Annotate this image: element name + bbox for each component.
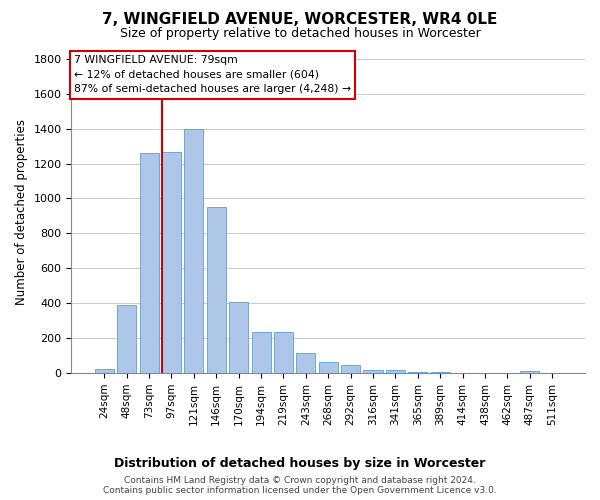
Bar (95, 369, 114, 373)
Bar (184, 130, 203, 373)
Bar (408, 372, 427, 373)
Y-axis label: Number of detached properties: Number of detached properties (15, 118, 28, 304)
Bar (386, 370, 405, 373)
Text: Distribution of detached houses by size in Worcester: Distribution of detached houses by size … (115, 458, 485, 470)
Text: Contains HM Land Registry data © Crown copyright and database right 2024.
Contai: Contains HM Land Registry data © Crown c… (103, 476, 497, 495)
Bar (274, 332, 293, 373)
Text: 7, WINGFIELD AVENUE, WORCESTER, WR4 0LE: 7, WINGFIELD AVENUE, WORCESTER, WR4 0LE (103, 12, 497, 28)
Bar (520, 370, 539, 373)
Bar (229, 302, 248, 373)
Bar (319, 362, 338, 373)
Text: 7 WINGFIELD AVENUE: 79sqm
← 12% of detached houses are smaller (604)
87% of semi: 7 WINGFIELD AVENUE: 79sqm ← 12% of detac… (74, 55, 351, 94)
Bar (296, 353, 316, 373)
Bar (140, 153, 158, 373)
Bar (431, 372, 449, 373)
Bar (251, 332, 271, 373)
Bar (364, 370, 383, 373)
Text: Size of property relative to detached houses in Worcester: Size of property relative to detached ho… (119, 28, 481, 40)
Bar (162, 152, 181, 373)
Bar (207, 207, 226, 373)
Bar (117, 305, 136, 373)
Bar (341, 366, 360, 373)
